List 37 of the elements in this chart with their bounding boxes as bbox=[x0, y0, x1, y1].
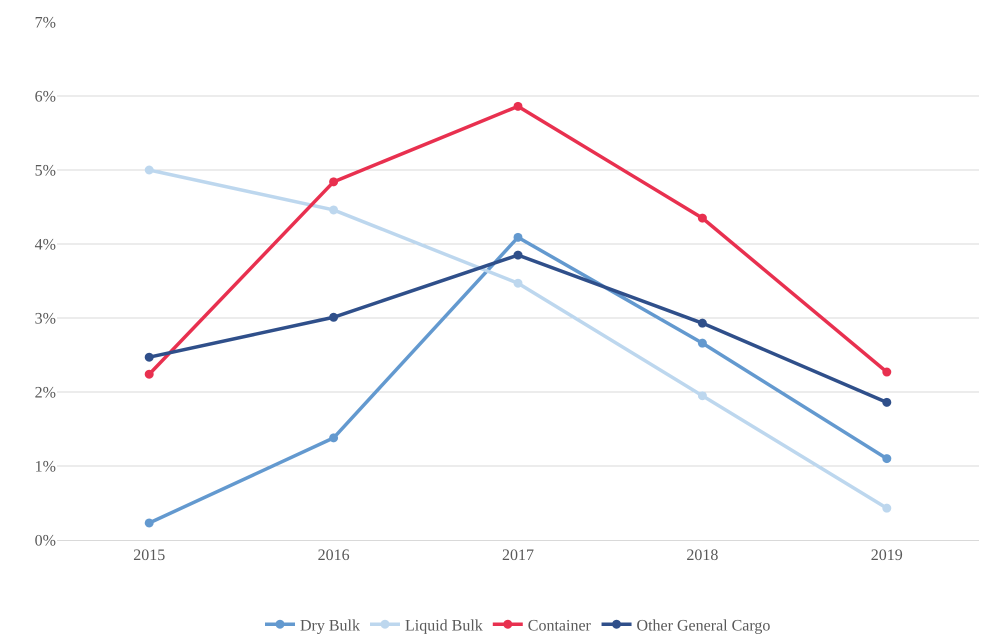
y-tick-label: 2% bbox=[34, 384, 56, 402]
y-tick-label: 5% bbox=[34, 162, 56, 180]
y-tick-label: 3% bbox=[34, 310, 56, 328]
point bbox=[698, 214, 707, 223]
x-tick-label: 2018 bbox=[686, 547, 718, 564]
y-tick-label: 4% bbox=[34, 236, 56, 254]
x-tick-label: 2016 bbox=[318, 547, 350, 564]
point bbox=[144, 352, 154, 362]
point bbox=[329, 312, 338, 322]
legend-label: Container bbox=[528, 617, 592, 634]
x-tick-label: 2017 bbox=[502, 547, 534, 564]
point bbox=[329, 433, 338, 442]
point bbox=[698, 391, 707, 400]
point bbox=[882, 398, 892, 407]
legend-label: Liquid Bulk bbox=[405, 617, 483, 634]
point bbox=[882, 504, 892, 513]
y-tick-label: 0% bbox=[34, 532, 56, 550]
x-tick-label: 2015 bbox=[133, 547, 166, 564]
point bbox=[144, 166, 154, 174]
point bbox=[514, 102, 522, 111]
point bbox=[329, 177, 338, 186]
x-tick-label: 2019 bbox=[870, 547, 903, 564]
point bbox=[144, 370, 154, 379]
point bbox=[698, 338, 707, 348]
y-tick-label: 7% bbox=[34, 14, 56, 32]
y-tick-label: 1% bbox=[34, 458, 56, 476]
point bbox=[329, 205, 338, 214]
point bbox=[514, 278, 522, 288]
point bbox=[882, 454, 892, 464]
y-tick-label: 6% bbox=[34, 88, 56, 106]
point bbox=[514, 250, 522, 260]
point bbox=[144, 518, 154, 528]
point bbox=[882, 368, 892, 377]
legend-label: Other General Cargo bbox=[636, 617, 770, 634]
point bbox=[514, 232, 522, 242]
point bbox=[698, 318, 707, 328]
legend-label: Dry Bulk bbox=[300, 617, 360, 634]
